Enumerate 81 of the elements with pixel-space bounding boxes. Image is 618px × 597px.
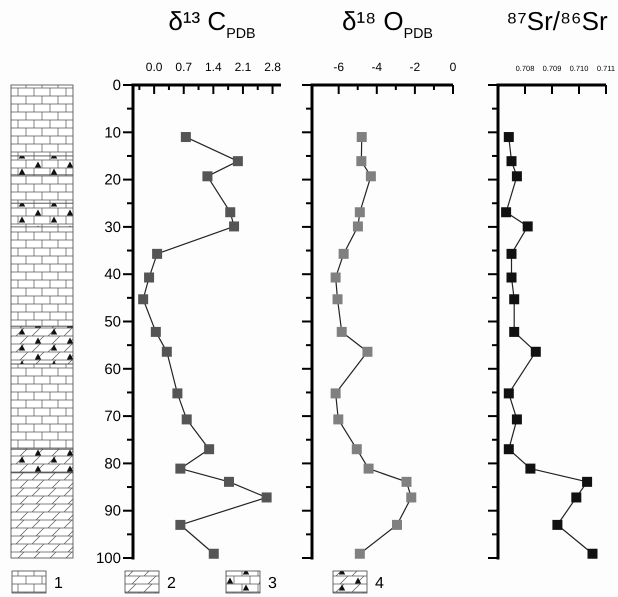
x-tick-label: 2.1 xyxy=(234,60,252,74)
point xyxy=(504,132,514,142)
y-tick-label: 20 xyxy=(104,172,121,189)
point xyxy=(362,346,372,357)
point xyxy=(506,156,516,166)
point xyxy=(330,388,341,398)
point xyxy=(204,444,214,454)
point xyxy=(138,294,148,304)
point xyxy=(525,464,536,474)
point xyxy=(224,476,234,487)
point xyxy=(509,294,520,304)
y-tick-label: 60 xyxy=(104,360,121,378)
point xyxy=(512,171,522,182)
point xyxy=(402,476,412,487)
point xyxy=(354,548,365,559)
point xyxy=(175,520,186,530)
point xyxy=(338,248,349,259)
x-tick-label: 1.4 xyxy=(205,60,222,74)
point xyxy=(352,221,363,232)
point xyxy=(506,248,516,259)
x-tick-label: -4 xyxy=(371,60,382,74)
y-tick-label: 80 xyxy=(104,455,121,472)
point xyxy=(229,221,240,232)
text: 4 xyxy=(375,575,384,592)
point xyxy=(504,444,514,454)
point xyxy=(330,272,341,283)
text: 3 xyxy=(268,575,277,592)
point xyxy=(356,156,366,166)
point xyxy=(182,414,192,424)
chart-title: δ¹⁸ O$_{PDB}$ xyxy=(342,6,433,42)
point xyxy=(152,248,162,259)
point xyxy=(333,414,344,424)
point xyxy=(588,548,598,559)
point xyxy=(202,171,212,182)
y-tick-label: 40 xyxy=(104,266,121,284)
point xyxy=(522,221,533,232)
point xyxy=(172,388,182,398)
point xyxy=(208,548,219,559)
point xyxy=(512,414,522,424)
x-tick-label: -2 xyxy=(410,60,421,74)
point xyxy=(232,156,243,166)
x-tick-label: 0.7 xyxy=(175,60,192,74)
point xyxy=(504,388,514,398)
point xyxy=(144,272,154,283)
point xyxy=(262,492,272,502)
text: 1 xyxy=(54,575,63,592)
x-tick-label: -6 xyxy=(333,60,344,74)
text: 2 xyxy=(167,575,176,592)
point xyxy=(180,132,191,142)
point xyxy=(356,132,367,142)
point xyxy=(501,207,512,218)
point xyxy=(162,346,172,357)
point xyxy=(571,492,582,502)
chart-title: δ¹³ C$_{PDB}$ xyxy=(168,6,256,42)
point xyxy=(366,171,376,182)
point xyxy=(225,207,236,218)
x-tick-label: 0 xyxy=(450,60,457,74)
y-tick-label: 70 xyxy=(104,408,121,426)
point xyxy=(582,476,592,487)
point xyxy=(175,464,186,474)
y-tick-label: 90 xyxy=(104,502,121,520)
point xyxy=(406,492,416,502)
y-tick-label: 50 xyxy=(104,314,121,330)
y-tick-label: 0 xyxy=(112,77,121,94)
point xyxy=(150,326,161,337)
point xyxy=(364,464,374,474)
point xyxy=(506,272,516,283)
y-tick-label: 30 xyxy=(104,218,121,236)
y-tick-label: 100 xyxy=(96,550,121,567)
point xyxy=(509,326,520,337)
y-tick-label: 10 xyxy=(104,124,121,142)
x-tick-label: 0.0 xyxy=(146,60,163,74)
point xyxy=(354,207,365,218)
x-tick-label: 2.8 xyxy=(264,60,282,74)
point xyxy=(552,520,562,530)
point xyxy=(332,294,343,304)
chart-title: ⁸⁷Sr/⁸⁶Sr xyxy=(506,6,608,36)
point xyxy=(336,326,347,337)
point xyxy=(530,346,541,357)
point xyxy=(392,520,402,530)
point xyxy=(352,444,362,454)
